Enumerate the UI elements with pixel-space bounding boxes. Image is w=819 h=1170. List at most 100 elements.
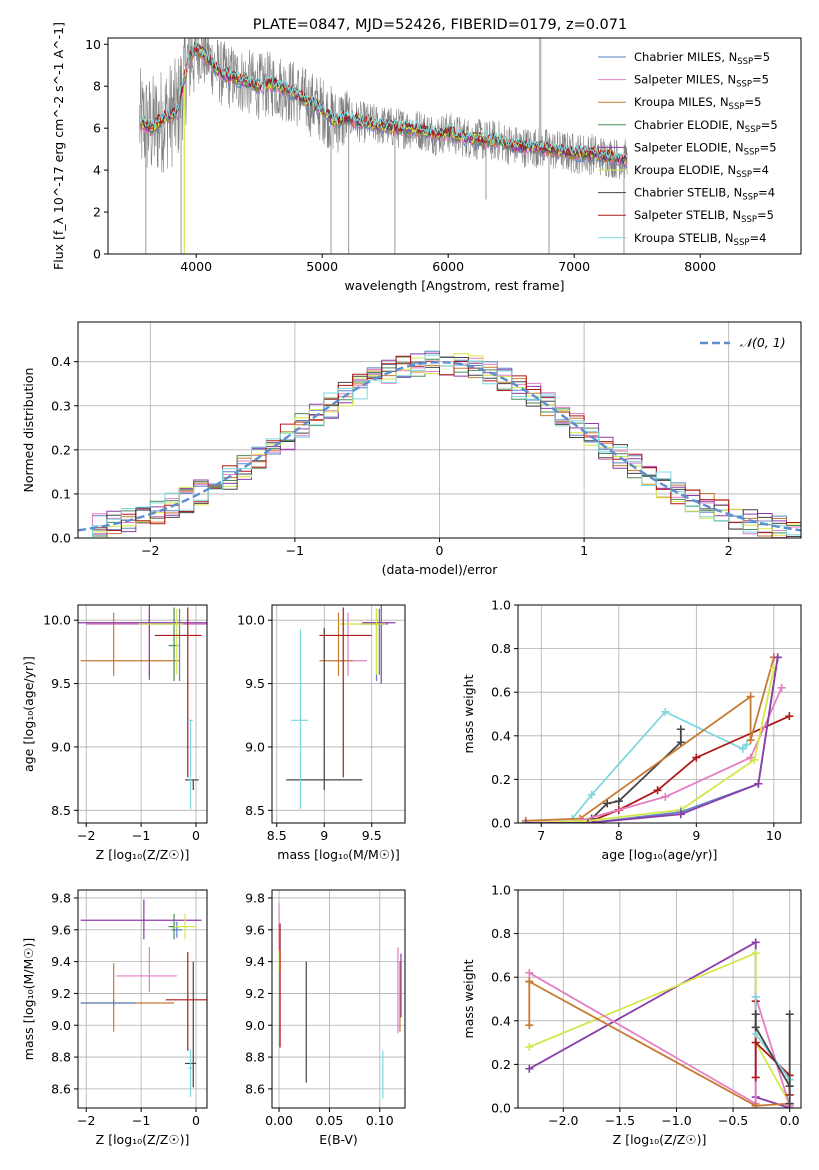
y-tick-label: 0.6: [491, 970, 511, 985]
y-tick-label: 10.0: [43, 613, 71, 628]
y-axis-label: mass [log₁₀(M/M☉)]: [21, 938, 36, 1060]
y-tick-label: 0.6: [491, 685, 511, 700]
panel-mass-vs-z: −2 −1 0 8.6 8.8 9.0 9.2 9.4 9.6 9.8 Z [log₁₀(Z/Z☉)…: [21, 889, 208, 1147]
plot-area: [139, 38, 628, 254]
series-marker: [785, 712, 794, 721]
panel-weight-vs-z: −2.0 −1.5 −1.0 −0.5 0.0 0.0 0.2 0.4 0.6 0.8 1.0 Z […: [461, 883, 802, 1147]
legend-sub: SSP: [736, 170, 752, 180]
y-tick-label: 0.8: [491, 641, 511, 656]
legend-text: Kroupa MILES, N: [634, 95, 729, 109]
errorbar-point: [80, 899, 202, 940]
axes-frame: −2 −1 0 8.5 9.0 9.5 10.0 Z [log₁₀(Z/Z☉)] age [lo…: [21, 604, 208, 862]
series-marker: [661, 707, 670, 716]
y-axis-label: mass weight: [461, 959, 476, 1038]
axes-frame: −2 −1 0 1 2 0.0 0.1 0.2 0.3 0.4 (data-model)/error…: [21, 321, 802, 577]
y-tick-label: 9.0: [245, 1018, 265, 1033]
x-tick-label: 9.5: [362, 828, 382, 843]
axes-border: [517, 604, 802, 824]
x-tick-label: 0: [436, 543, 444, 558]
errorbar-point: [80, 963, 175, 1032]
series-marker: [614, 797, 623, 806]
axes-frame: 8.5 9 9.5 8.5 9.0 9.5 10.0 mass [log₁₀(M/M☉)]: [237, 604, 406, 862]
y-tick-label: 0.8: [491, 926, 511, 941]
series-line: [571, 710, 748, 820]
legend-tail: =5: [752, 73, 769, 87]
legend-sub: SSP: [737, 57, 753, 67]
y-tick-label: 9.6: [245, 922, 265, 937]
series-marker: [751, 938, 760, 947]
x-axis-label: Z [log₁₀(Z/Z☉)]: [613, 1132, 707, 1147]
y-tick-label: 0.3: [51, 398, 71, 413]
y-tick-label: 9.5: [51, 676, 71, 691]
panel-residuals: −2 −1 0 1 2 0.0 0.1 0.2 0.3 0.4 (data-model)/error…: [21, 321, 802, 577]
legend-text: Kroupa ELODIE, N: [634, 163, 736, 177]
errorbar-point: [80, 999, 136, 1007]
series-marker: [521, 819, 530, 823]
x-tick-label: −1: [132, 828, 150, 843]
errorbar-point: [165, 952, 207, 1051]
x-tick-label: −2: [141, 543, 159, 558]
x-tick-label: 1: [580, 543, 588, 558]
panel-age-vs-z: −2 −1 0 8.5 9.0 9.5 10.0 Z [log₁₀(Z/Z☉)] age [lo…: [21, 604, 208, 862]
legend-text: Salpeter STELIB, N: [634, 208, 741, 222]
errorbar-point: [286, 627, 363, 791]
series-0: [525, 938, 794, 1108]
y-tick-label: 0.4: [491, 1013, 511, 1028]
series-marker: [603, 799, 612, 808]
panel-mass-vs-ebv: 0.00 0.05 0.10 8.6 8.8 9.0 9.2 9.4 9.6 9.8 E(B-V): [245, 889, 406, 1147]
series-marker: [661, 792, 670, 801]
x-tick-label: 8.5: [267, 828, 287, 843]
legend-label: Chabrier STELIB, NSSP=4: [634, 186, 775, 203]
y-tick-label: 0.4: [51, 354, 71, 369]
legend-text: Chabrier ELODIE, N: [634, 118, 745, 132]
series-marker: [773, 653, 782, 662]
series-marker: [525, 1021, 534, 1030]
plot-area: [78, 605, 207, 810]
errorbar-point: [78, 605, 207, 680]
errorbar-point: [319, 607, 372, 778]
legend-tail: =5: [757, 208, 774, 222]
series-marker: [676, 738, 685, 747]
legend-text: Chabrier MILES, N: [634, 50, 737, 64]
errorbar-point: [188, 1049, 193, 1097]
plot-area: [278, 902, 402, 1099]
series-4: [521, 683, 786, 823]
y-tick-label: 0: [93, 247, 101, 262]
series-marker: [525, 977, 534, 986]
series-marker: [785, 1082, 794, 1091]
x-tick-label: 8: [615, 828, 623, 843]
panel-spectrum: PLATE=0847, MJD=52426, FIBERID=0179, z=0…: [51, 17, 802, 293]
y-tick-label: 0.2: [491, 772, 511, 787]
x-tick-label: 0.0: [780, 1113, 800, 1128]
y-tick-label: 8.6: [245, 1081, 265, 1096]
x-tick-label: −1: [132, 1113, 150, 1128]
errorbar-point: [80, 612, 180, 676]
series-marker: [754, 779, 763, 788]
y-tick-label: 10.0: [237, 613, 265, 628]
errorbar-point: [171, 921, 183, 938]
axes-frame: 7 8 9 10 0.0 0.2 0.4 0.6 0.8 1.0 age [log₁₀(age/yr…: [461, 598, 802, 862]
x-tick-label: −2: [77, 1113, 95, 1128]
x-axis-label: E(B-V): [319, 1132, 358, 1147]
y-tick-label: 1.0: [491, 883, 511, 898]
gaussian-curve: [78, 360, 801, 532]
errorbar-point: [154, 607, 202, 778]
errorbar-point: [357, 608, 388, 682]
axes-border: [271, 889, 406, 1109]
series-marker: [676, 810, 685, 819]
y-tick-label: 0.2: [491, 1057, 511, 1072]
y-tick-label: 9.0: [51, 1018, 71, 1033]
legend-text: Salpeter ELODIE, N: [634, 140, 744, 154]
series-marker: [746, 692, 755, 701]
y-tick-label: 9.2: [51, 986, 71, 1001]
y-tick-label: 6: [93, 121, 101, 136]
series-marker: [525, 968, 534, 977]
y-tick-label: 9.0: [51, 739, 71, 754]
axes-frame: 0.00 0.05 0.10 8.6 8.8 9.0 9.2 9.4 9.6 9.8 E(B-V): [245, 889, 406, 1147]
series-line: [528, 940, 790, 1108]
y-tick-label: 0.0: [491, 1101, 511, 1116]
axes-frame: PLATE=0847, MJD=52426, FIBERID=0179, z=0…: [51, 17, 802, 293]
series-marker: [751, 1038, 760, 1047]
x-tick-label: −1.5: [605, 1113, 635, 1128]
